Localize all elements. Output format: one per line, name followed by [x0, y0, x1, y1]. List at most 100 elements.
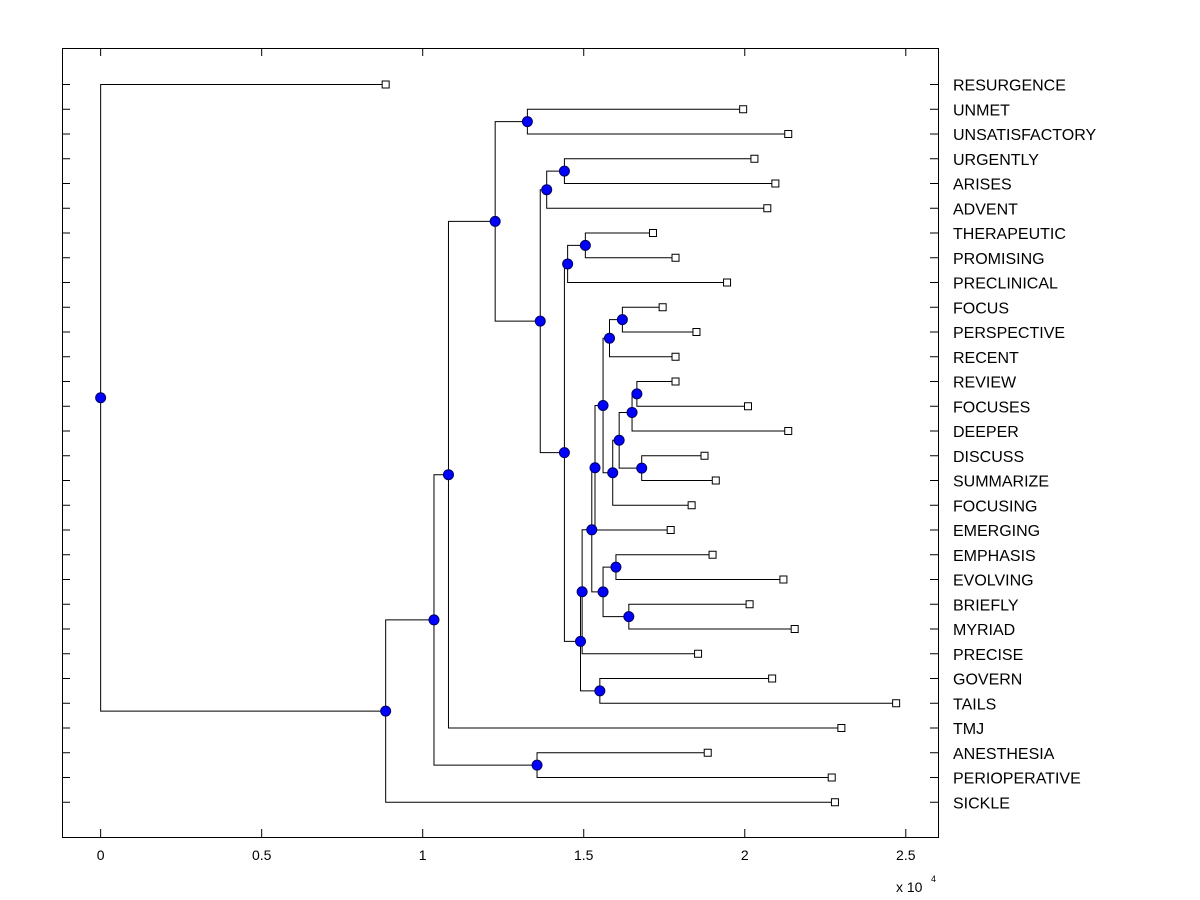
- leaf-marker-sickle: [830, 798, 839, 807]
- leaf-label: SUMMARIZE: [953, 474, 1049, 491]
- node-n10: [636, 462, 648, 474]
- leaf-label: DEEPER: [953, 424, 1019, 441]
- axes-frame: [62, 48, 939, 838]
- node-n2: [558, 165, 570, 177]
- leaf-marker-unsatisfactory: [784, 130, 793, 138]
- leaf-marker-summarize: [711, 476, 720, 485]
- leaf-marker-emphasis: [708, 550, 717, 559]
- leaf-label: THERAPEUTIC: [953, 226, 1066, 243]
- x-ticks: 0 0.5 1 1.5 2 2.5: [97, 48, 916, 863]
- leaf-marker-briefly: [745, 600, 754, 609]
- node-n3: [541, 184, 553, 196]
- branch-n19-PRECISE: [581, 591, 699, 655]
- leaf-label: URGENTLY: [953, 152, 1039, 169]
- x-tick-label: 2: [741, 847, 749, 863]
- node-n17: [597, 586, 609, 598]
- node-n18: [586, 524, 598, 536]
- leaf-label: ARISES: [953, 177, 1012, 194]
- node-n26: [531, 759, 543, 771]
- node-n16: [623, 611, 635, 623]
- leaf-marker-focuses: [743, 402, 752, 411]
- x-scale-label: x 10: [896, 879, 923, 895]
- leaf-marker-discuss: [700, 451, 709, 460]
- node-n1: [521, 116, 533, 128]
- node-n6: [616, 314, 628, 326]
- leaf-marker-tmj: [837, 724, 846, 732]
- leaf-label: EMPHASIS: [953, 548, 1036, 565]
- leaf-label: TAILS: [953, 696, 996, 713]
- leaf-marker-arises: [771, 179, 780, 188]
- node-n23: [534, 315, 546, 327]
- leaf-label: EVOLVING: [953, 573, 1034, 590]
- leaf-label: DISCUSS: [953, 449, 1024, 466]
- x-tick-label: 0: [97, 847, 105, 863]
- leaf-marker-emerging: [666, 526, 675, 534]
- leaf-marker-perioperative: [827, 773, 836, 782]
- x-scale-exponent: 4: [931, 874, 936, 884]
- leaf-marker-resurgence: [381, 80, 390, 89]
- node-n15: [610, 561, 622, 573]
- leaf-marker-unmet: [739, 105, 748, 114]
- leaf-marker-advent: [763, 204, 772, 213]
- nodes-layer: [95, 116, 648, 771]
- branch-n5-n4: [567, 244, 586, 264]
- branch-n24-n23: [494, 221, 541, 322]
- branch-n21-n20: [580, 641, 600, 692]
- leaf-label: PRECISE: [953, 647, 1023, 664]
- branch-n25-TMJ: [447, 474, 842, 729]
- branch-n29-n28: [100, 397, 386, 712]
- leaf-marker-focusing: [687, 501, 696, 510]
- leaf-label: PERSPECTIVE: [953, 325, 1065, 342]
- x-tick-label: 0.5: [252, 847, 272, 863]
- branch-n29-RESURGENCE: [100, 84, 386, 398]
- branch-n24-n1: [494, 121, 528, 222]
- branch-n28-SICKLE: [385, 711, 835, 803]
- node-n29: [95, 392, 107, 404]
- leaf-label: UNSATISFACTORY: [953, 127, 1096, 144]
- node-n19: [576, 586, 588, 598]
- node-n5: [562, 258, 574, 270]
- node-n7: [604, 332, 615, 344]
- leaf-marker-review: [671, 377, 680, 386]
- y-ticks: [62, 84, 938, 803]
- leaf-labels: RESURGENCE UNMET UNSATISFACTORY URGENTLY ARI…: [953, 78, 1096, 813]
- x-tick-label: 2.5: [896, 847, 916, 863]
- node-n9: [626, 406, 638, 418]
- branch-n12-FOCUSING: [612, 472, 692, 506]
- leaf-marker-evolving: [779, 575, 788, 584]
- leaf-marker-deeper: [784, 427, 793, 435]
- leaf-label: SICKLE: [953, 795, 1010, 812]
- leaf-marker-recent: [671, 352, 680, 361]
- node-n11: [613, 434, 625, 446]
- leaf-marker-therapeutic: [648, 229, 657, 237]
- node-n13: [597, 399, 609, 411]
- leaf-marker-myriad: [790, 625, 799, 633]
- leaf-label: RESURGENCE: [953, 78, 1066, 95]
- leaf-label: FOCUSES: [953, 399, 1030, 416]
- leaf-label: GOVERN: [953, 672, 1022, 689]
- branch-n9-DEEPER: [631, 412, 789, 432]
- branch-n25-n24: [447, 220, 496, 475]
- leaf-marker-focus: [658, 303, 667, 312]
- leaf-label: ADVENT: [953, 201, 1018, 218]
- leaf-marker-tails: [892, 699, 901, 708]
- leaf-label: REVIEW: [953, 375, 1017, 392]
- leaf-marker-urgently: [750, 154, 759, 163]
- branch-n28-n27: [385, 619, 434, 712]
- leaf-marker-anesthesia: [703, 748, 712, 757]
- node-n8: [631, 388, 643, 400]
- branch-n3-ADVENT: [546, 189, 768, 209]
- node-n25: [442, 469, 454, 481]
- leaf-label: PROMISING: [953, 251, 1045, 268]
- leaf-label: UNMET: [953, 102, 1010, 119]
- node-n22: [558, 447, 570, 459]
- leaf-label: BRIEFLY: [953, 597, 1019, 614]
- leaf-label: PERIOPERATIVE: [953, 771, 1081, 788]
- leaf-label: PRECLINICAL: [953, 276, 1058, 293]
- leaf-label: FOCUS: [953, 300, 1009, 317]
- node-n4: [579, 239, 591, 251]
- leaf-marker-precise: [694, 649, 703, 658]
- branch-n27-n26: [433, 619, 538, 766]
